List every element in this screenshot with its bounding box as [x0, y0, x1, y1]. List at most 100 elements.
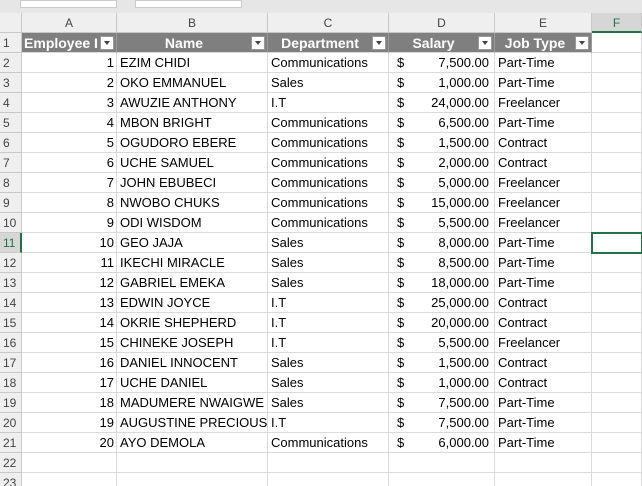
row-header[interactable]: 15: [0, 313, 22, 333]
cell[interactable]: 18: [22, 393, 117, 413]
cell[interactable]: Communications: [268, 433, 389, 453]
cell[interactable]: I.T: [268, 313, 389, 333]
cell[interactable]: Communications: [268, 133, 389, 153]
cell[interactable]: [592, 153, 642, 173]
cell[interactable]: 7: [22, 173, 117, 193]
filter-button[interactable]: [100, 36, 114, 50]
cell[interactable]: [592, 273, 642, 293]
tab[interactable]: [20, 0, 117, 8]
row-header[interactable]: 12: [0, 253, 22, 273]
cell[interactable]: OKO EMMANUEL: [117, 73, 268, 93]
cell[interactable]: CHINEKE JOSEPH: [117, 333, 268, 353]
row-header[interactable]: 17: [0, 353, 22, 373]
cell[interactable]: 10: [22, 233, 117, 253]
cell[interactable]: Contract: [495, 133, 592, 153]
cell[interactable]: [592, 53, 642, 73]
row-header[interactable]: 19: [0, 393, 22, 413]
cell[interactable]: 8: [22, 193, 117, 213]
cell[interactable]: Part-Time: [495, 53, 592, 73]
cell[interactable]: 5: [22, 133, 117, 153]
cell[interactable]: [592, 333, 642, 353]
cell[interactable]: [592, 253, 642, 273]
row-header[interactable]: 6: [0, 133, 22, 153]
cell[interactable]: Communications: [268, 113, 389, 133]
filter-button[interactable]: [478, 36, 492, 50]
cell[interactable]: EZIM CHIDI: [117, 53, 268, 73]
column-header[interactable]: E: [495, 13, 592, 33]
cell[interactable]: [389, 473, 495, 486]
row-header[interactable]: 23: [0, 473, 22, 486]
cell[interactable]: Part-Time: [495, 273, 592, 293]
cell[interactable]: [592, 453, 642, 473]
row-header[interactable]: 8: [0, 173, 22, 193]
cell[interactable]: Contract: [495, 153, 592, 173]
tab[interactable]: [135, 0, 242, 8]
cell[interactable]: Communications: [268, 193, 389, 213]
column-header[interactable]: C: [268, 13, 389, 33]
row-header[interactable]: 21: [0, 433, 22, 453]
row-header[interactable]: 7: [0, 153, 22, 173]
cell[interactable]: $5,500.00: [389, 213, 495, 233]
cell[interactable]: [592, 373, 642, 393]
row-header[interactable]: 2: [0, 53, 22, 73]
cell[interactable]: $1,500.00: [389, 133, 495, 153]
table-header[interactable]: Name: [117, 33, 268, 53]
cell[interactable]: $25,000.00: [389, 293, 495, 313]
cell[interactable]: [592, 313, 642, 333]
cell[interactable]: Sales: [268, 393, 389, 413]
cell[interactable]: [117, 453, 268, 473]
cell[interactable]: 15: [22, 333, 117, 353]
cell[interactable]: JOHN EBUBECI: [117, 173, 268, 193]
cell[interactable]: 17: [22, 373, 117, 393]
row-header[interactable]: 10: [0, 213, 22, 233]
row-header[interactable]: 20: [0, 413, 22, 433]
cell[interactable]: [268, 473, 389, 486]
cell[interactable]: Freelancer: [495, 333, 592, 353]
cell[interactable]: 6: [22, 153, 117, 173]
cell[interactable]: 14: [22, 313, 117, 333]
cell[interactable]: GEO JAJA: [117, 233, 268, 253]
cell[interactable]: $1,500.00: [389, 353, 495, 373]
cell[interactable]: MADUMERE NWAIGWE: [117, 393, 268, 413]
cell[interactable]: Sales: [268, 73, 389, 93]
row-header[interactable]: 13: [0, 273, 22, 293]
cell[interactable]: Freelancer: [495, 213, 592, 233]
cell[interactable]: I.T: [268, 333, 389, 353]
column-header[interactable]: F: [592, 13, 642, 33]
cell[interactable]: Part-Time: [495, 413, 592, 433]
cell[interactable]: MBON BRIGHT: [117, 113, 268, 133]
cell[interactable]: Freelancer: [495, 93, 592, 113]
cell[interactable]: [592, 413, 642, 433]
filter-button[interactable]: [575, 36, 589, 50]
cell[interactable]: Sales: [268, 353, 389, 373]
row-header[interactable]: 11: [0, 233, 22, 253]
cell[interactable]: 2: [22, 73, 117, 93]
cell[interactable]: OKRIE SHEPHERD: [117, 313, 268, 333]
cell[interactable]: Contract: [495, 353, 592, 373]
cell[interactable]: 13: [22, 293, 117, 313]
cell[interactable]: ODI WISDOM: [117, 213, 268, 233]
cell[interactable]: $15,000.00: [389, 193, 495, 213]
filter-button[interactable]: [372, 36, 386, 50]
cell[interactable]: [268, 453, 389, 473]
cell[interactable]: 20: [22, 433, 117, 453]
cell[interactable]: [592, 473, 642, 486]
cell[interactable]: [592, 133, 642, 153]
cell[interactable]: [22, 453, 117, 473]
row-header[interactable]: 9: [0, 193, 22, 213]
cell[interactable]: 9: [22, 213, 117, 233]
cell[interactable]: DANIEL INNOCENT: [117, 353, 268, 373]
row-header[interactable]: 5: [0, 113, 22, 133]
cell[interactable]: 4: [22, 113, 117, 133]
cell[interactable]: 11: [22, 253, 117, 273]
cell[interactable]: Part-Time: [495, 433, 592, 453]
cell[interactable]: 19: [22, 413, 117, 433]
cell[interactable]: Communications: [268, 213, 389, 233]
column-header[interactable]: A: [22, 13, 117, 33]
row-header[interactable]: 16: [0, 333, 22, 353]
cell[interactable]: $1,000.00: [389, 373, 495, 393]
cell[interactable]: $7,500.00: [389, 413, 495, 433]
cell[interactable]: $2,000.00: [389, 153, 495, 173]
cell[interactable]: [117, 473, 268, 486]
column-header[interactable]: D: [389, 13, 495, 33]
